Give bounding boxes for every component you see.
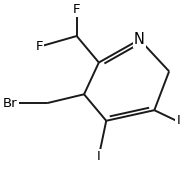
Text: N: N — [134, 32, 145, 47]
Text: Br: Br — [3, 97, 17, 110]
Text: I: I — [176, 114, 180, 127]
Text: I: I — [97, 150, 101, 163]
Text: F: F — [73, 3, 80, 16]
Text: F: F — [36, 40, 43, 53]
